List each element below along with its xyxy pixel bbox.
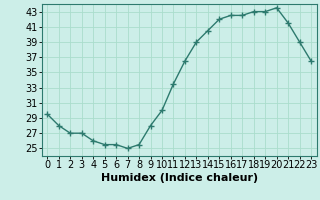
X-axis label: Humidex (Indice chaleur): Humidex (Indice chaleur) [100, 173, 258, 183]
